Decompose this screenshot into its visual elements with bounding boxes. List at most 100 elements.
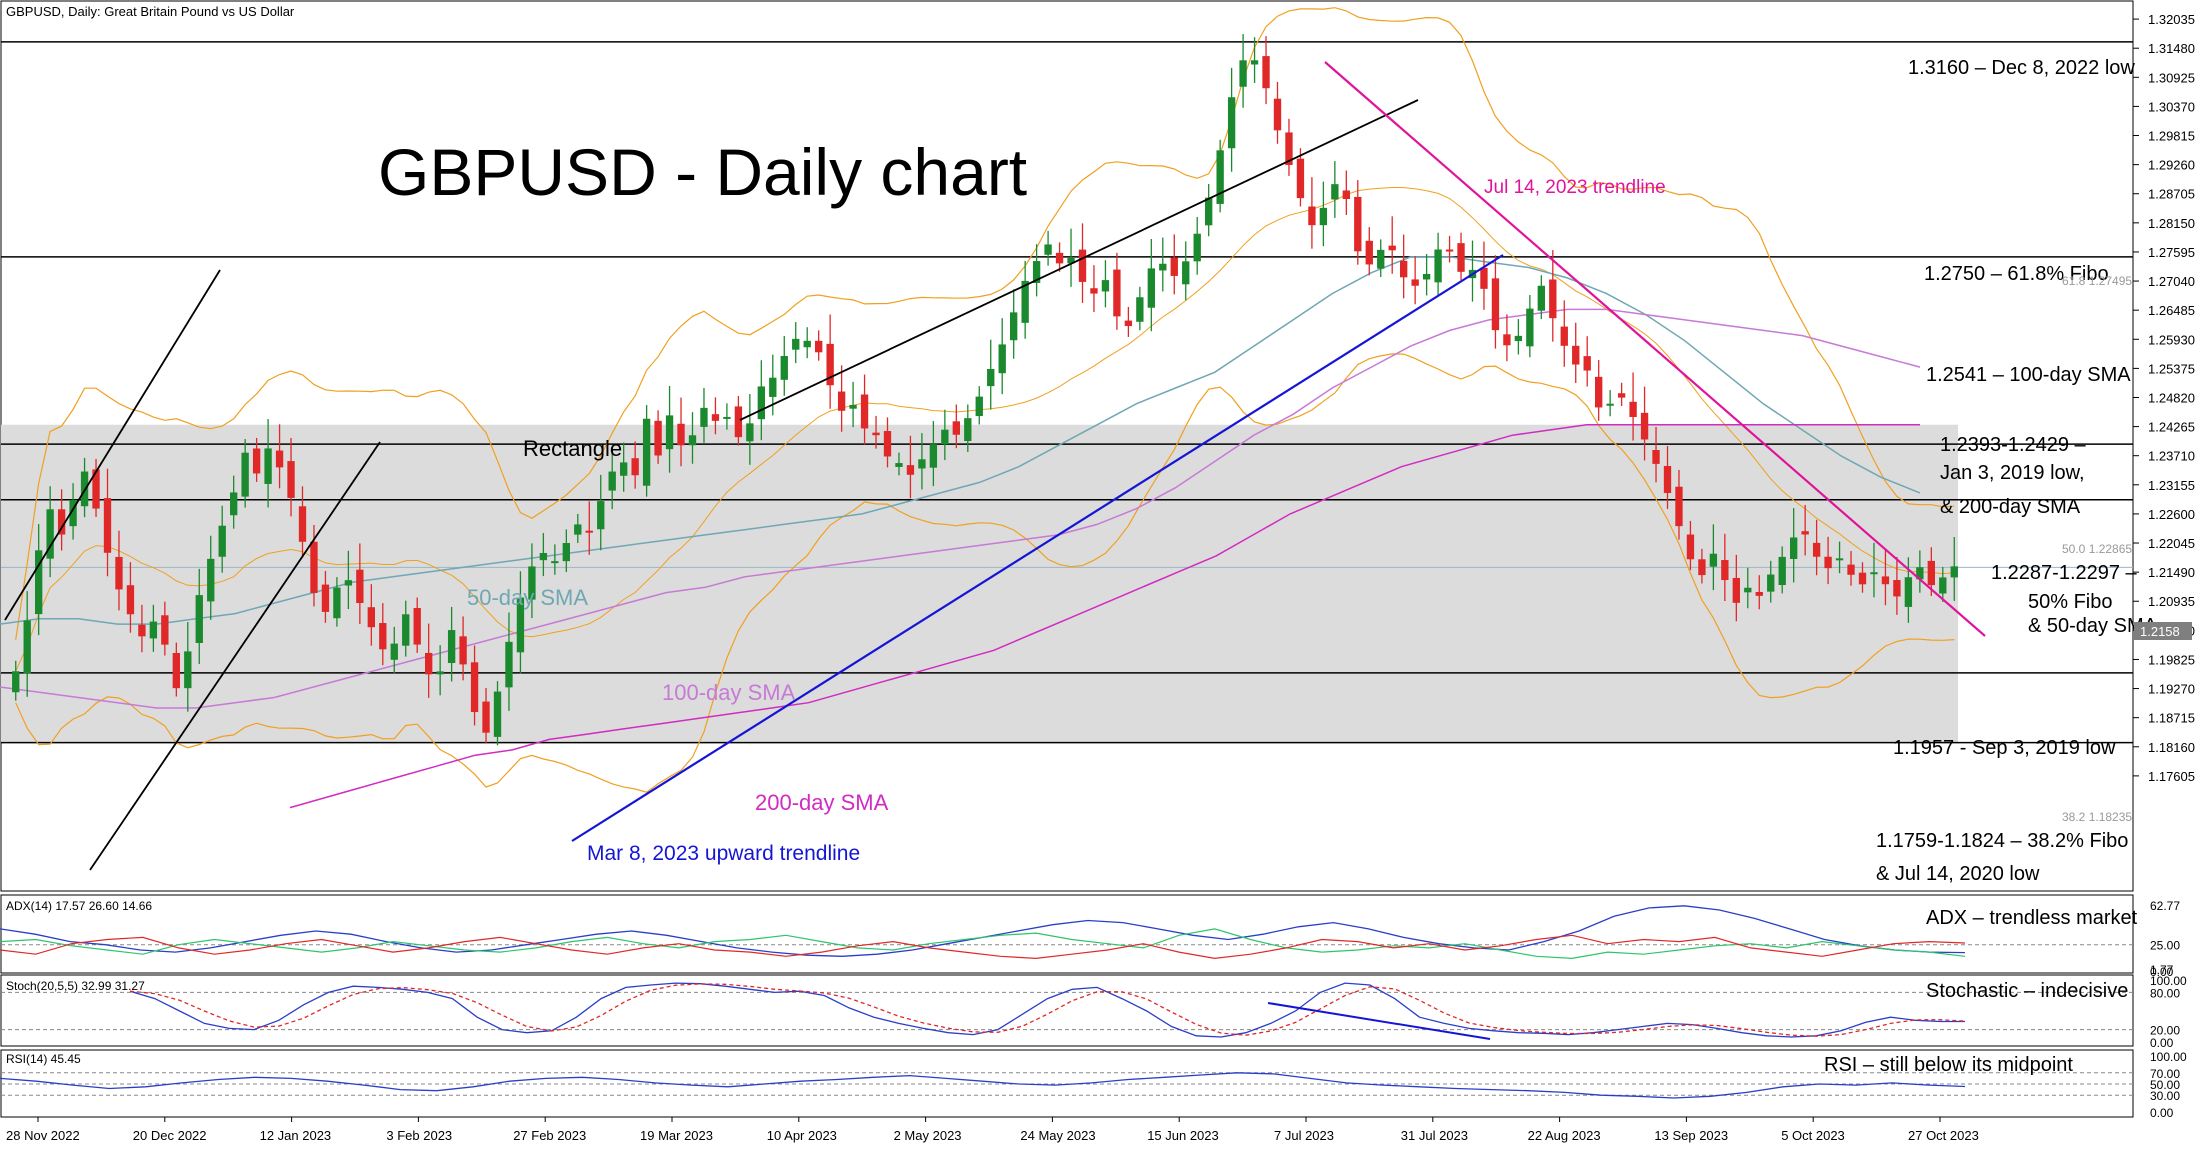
price-tick-label: 1.31480 xyxy=(2148,41,2195,56)
candle-body xyxy=(1629,401,1637,418)
price-tick-label: 1.24265 xyxy=(2148,420,2195,435)
rsi-tick-label: 100.00 xyxy=(2150,1050,2187,1064)
candle-body xyxy=(815,340,823,353)
candle-body xyxy=(1239,60,1247,87)
candle-body xyxy=(241,452,249,497)
candle-body xyxy=(218,525,226,557)
zone1-line2: Jan 3, 2019 low, xyxy=(1940,462,2085,484)
candle-body xyxy=(310,541,318,593)
candle-body xyxy=(1698,559,1706,576)
candle-body xyxy=(1032,261,1041,283)
candle-body xyxy=(941,429,949,445)
candle-body xyxy=(1572,345,1580,365)
candle-body xyxy=(1136,297,1144,322)
candle-body xyxy=(505,641,513,688)
candle-body xyxy=(1881,576,1890,585)
candle-body xyxy=(688,435,697,446)
adx-plus-di-line xyxy=(0,928,1966,960)
candle-body xyxy=(1078,249,1087,282)
candle-body xyxy=(1526,308,1534,347)
candle-body xyxy=(1893,580,1901,597)
price-tick-label: 1.20935 xyxy=(2148,594,2195,609)
sma100-value-label: 1.2541 – 100-day SMA xyxy=(1926,364,2131,386)
date-label: 12 Jan 2023 xyxy=(260,1128,332,1143)
candle-body xyxy=(1824,556,1832,569)
candle-body xyxy=(528,566,536,600)
downward-trendline-label: Jul 14, 2023 trendline xyxy=(1484,177,1666,198)
candle-body xyxy=(1205,197,1213,226)
candle-body xyxy=(425,652,433,675)
candle-body xyxy=(1400,260,1408,278)
candle-body xyxy=(1434,249,1442,283)
candle-body xyxy=(1354,196,1362,252)
price-tick-label: 1.18715 xyxy=(2148,711,2195,726)
stoch-divergence-line xyxy=(1267,1002,1491,1040)
price-tick-label: 1.22600 xyxy=(2148,507,2195,522)
candle-body xyxy=(252,448,261,474)
candle-body xyxy=(1847,564,1855,575)
price-tick-label: 1.28705 xyxy=(2148,187,2195,202)
candle-body xyxy=(1778,556,1786,586)
upward-trendline xyxy=(571,254,1504,842)
candle-body xyxy=(230,492,238,516)
candle-body xyxy=(585,530,593,533)
candle-body xyxy=(1732,577,1740,603)
candle-body xyxy=(402,614,410,646)
candle-body xyxy=(103,498,112,553)
stoch-tick-label: 100.00 xyxy=(2150,974,2187,988)
zone2-line1: 1.2287-1.2297 – xyxy=(1991,562,2138,584)
candle-body xyxy=(1010,312,1018,341)
date-label: 28 Nov 2022 xyxy=(6,1128,80,1143)
candle-body xyxy=(757,386,765,420)
bottom-line1: 1.1759-1.1824 – 38.2% Fibo xyxy=(1876,830,2128,852)
fibo-tag-500: 50.0 1.22865 xyxy=(2062,542,2132,556)
candle-body xyxy=(1663,465,1672,494)
bollinger-lower xyxy=(15,353,1955,793)
candle-body xyxy=(459,636,467,665)
candle-body xyxy=(849,404,857,409)
rectangle-label: Rectangle xyxy=(523,436,622,461)
candle-body xyxy=(1537,285,1545,311)
candle-body xyxy=(1801,531,1809,535)
sma200-label: 200-day SMA xyxy=(755,790,889,815)
candle-body xyxy=(1812,542,1821,557)
date-label: 27 Oct 2023 xyxy=(1908,1128,1979,1143)
candle-body xyxy=(1319,207,1328,226)
date-label: 15 Jun 2023 xyxy=(1147,1128,1219,1143)
candle-body xyxy=(1583,356,1591,371)
upward-trendline-label: Mar 8, 2023 upward trendline xyxy=(587,842,860,865)
chart-title: GBPUSD - Daily chart xyxy=(378,135,1027,209)
candle-body xyxy=(1640,412,1649,440)
candle-body xyxy=(1193,233,1201,262)
candle-body xyxy=(1870,572,1878,575)
date-label: 22 Aug 2023 xyxy=(1528,1128,1601,1143)
rsi-tick-label: 50.00 xyxy=(2150,1078,2180,1092)
candle-body xyxy=(1755,591,1763,596)
candle-body xyxy=(333,587,341,619)
candle-body xyxy=(1296,158,1305,199)
sma200-line xyxy=(289,424,1920,809)
price-tick-label: 1.23710 xyxy=(2148,449,2195,464)
last-price-tag xyxy=(2134,622,2192,640)
candle-body xyxy=(1686,534,1695,560)
candle-body xyxy=(769,377,777,397)
candle-body xyxy=(1595,376,1603,408)
adx-tick-label: 0.00 xyxy=(2150,965,2174,979)
candle-body xyxy=(665,415,674,450)
candle-body xyxy=(1273,98,1282,131)
candle-body xyxy=(1790,537,1798,559)
candle-body xyxy=(1124,320,1133,327)
date-label: 7 Jul 2023 xyxy=(1274,1128,1334,1143)
candle-body xyxy=(264,448,272,484)
zone1-line1: 1.2393-1.2429 – xyxy=(1940,434,2087,456)
candle-body xyxy=(803,340,811,348)
candle-body xyxy=(1767,574,1775,592)
price-tick-label: 1.28150 xyxy=(2148,216,2195,231)
sma50-label: 50-day SMA xyxy=(467,585,588,610)
rsi-tick-label: 70.00 xyxy=(2150,1067,2180,1081)
candle-body xyxy=(149,621,158,639)
price-tick-label: 1.17605 xyxy=(2148,769,2195,784)
candle-body xyxy=(390,643,398,660)
candle-body xyxy=(379,623,387,650)
level-label-1: 1.3160 – Dec 8, 2022 low xyxy=(1908,57,2135,79)
